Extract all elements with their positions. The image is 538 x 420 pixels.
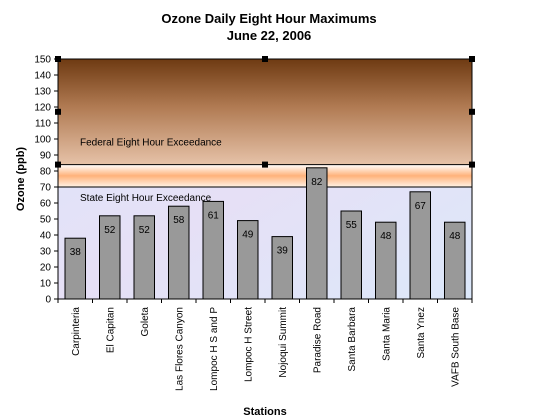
- y-tick-label: 120: [34, 103, 51, 114]
- y-tick-label: 100: [34, 135, 51, 146]
- bar-value-label: 52: [104, 225, 116, 236]
- y-tick-label: 20: [40, 263, 52, 274]
- bar-value-label: 61: [208, 210, 220, 221]
- y-tick-label: 130: [34, 87, 51, 98]
- x-axis: Carpinteria El Capitan Goleta Las Flores Ca…: [57, 299, 473, 391]
- x-tick-label: Las Flores Canyon: [174, 307, 185, 391]
- y-tick-label: 150: [34, 55, 51, 66]
- x-tick-label: VAFB South Base: [450, 307, 461, 387]
- y-tick-label: 40: [40, 231, 52, 242]
- federal-exceedance-band: [58, 59, 472, 165]
- bar-value-label: 39: [277, 246, 289, 257]
- chart-subtitle: June 22, 2006: [227, 28, 312, 43]
- y-tick-label: 60: [40, 199, 52, 210]
- bar-value-label: 55: [346, 220, 358, 231]
- bar-value-label: 67: [415, 201, 427, 212]
- plot-border: [57, 58, 473, 300]
- y-tick-label: 50: [40, 215, 52, 226]
- y-tick-label: 110: [35, 119, 51, 130]
- y-tick-label: 30: [40, 247, 52, 258]
- federal-exceedance-label: Federal Eight Hour Exceedance: [80, 138, 222, 149]
- x-tick-label: Santa Maria: [381, 307, 392, 361]
- y-tick-label: 90: [40, 151, 52, 162]
- state-exceedance-label: State Eight Hour Exceedance: [80, 193, 212, 204]
- bar-value-label: 38: [70, 247, 82, 258]
- bar-value-label: 58: [173, 215, 185, 226]
- x-tick-label: Santa Barbara: [347, 307, 358, 372]
- bar-value-label: 48: [449, 231, 461, 242]
- y-tick-label: 140: [34, 71, 51, 82]
- x-tick-label: Santa Ynez: [416, 307, 427, 359]
- x-tick-label: Lompoc H S and P: [209, 307, 220, 391]
- x-tick-label: Goleta: [140, 307, 151, 337]
- x-tick-label: Carpinteria: [71, 307, 82, 356]
- y-axis: 0 10 20 30 40 50 60 70 80 90 100 110 120 130 140 150: [34, 55, 58, 306]
- x-tick-label: Paradise Road: [312, 307, 323, 373]
- y-tick-label: 70: [40, 183, 52, 194]
- y-tick-label: 80: [40, 167, 52, 178]
- y-axis-label: Ozone (ppb): [15, 147, 27, 211]
- y-tick-label: 0: [45, 295, 51, 306]
- bar-value-label: 82: [311, 177, 323, 188]
- bar-value-label: 48: [380, 231, 392, 242]
- x-tick-label: El Capitan: [105, 307, 116, 353]
- bar-value-label: 52: [139, 225, 151, 236]
- y-tick-label: 10: [40, 279, 52, 290]
- x-tick-label: Nojoqui Summit: [278, 307, 289, 378]
- x-tick-label: Lompoc H Street: [243, 307, 254, 382]
- state-exceedance-band: [58, 164, 472, 187]
- chart-title: Ozone Daily Eight Hour Maximums: [161, 11, 376, 26]
- selection-handle: [262, 161, 268, 168]
- bar-value-label: 49: [242, 230, 254, 241]
- x-axis-label: Stations: [243, 406, 286, 418]
